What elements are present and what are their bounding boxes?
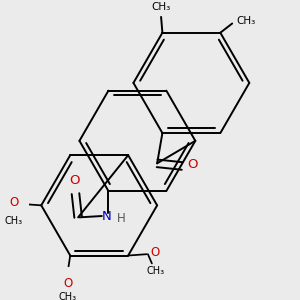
Text: CH₃: CH₃ <box>58 292 77 300</box>
Text: H: H <box>117 212 126 225</box>
Text: CH₃: CH₃ <box>236 16 255 26</box>
Text: O: O <box>69 174 80 187</box>
Text: O: O <box>63 277 72 290</box>
Text: CH₃: CH₃ <box>152 2 171 12</box>
Text: O: O <box>188 158 198 171</box>
Text: CH₃: CH₃ <box>147 266 165 276</box>
Text: O: O <box>10 196 19 209</box>
Text: CH₃: CH₃ <box>4 216 23 226</box>
Text: N: N <box>102 209 112 223</box>
Text: O: O <box>151 246 160 260</box>
